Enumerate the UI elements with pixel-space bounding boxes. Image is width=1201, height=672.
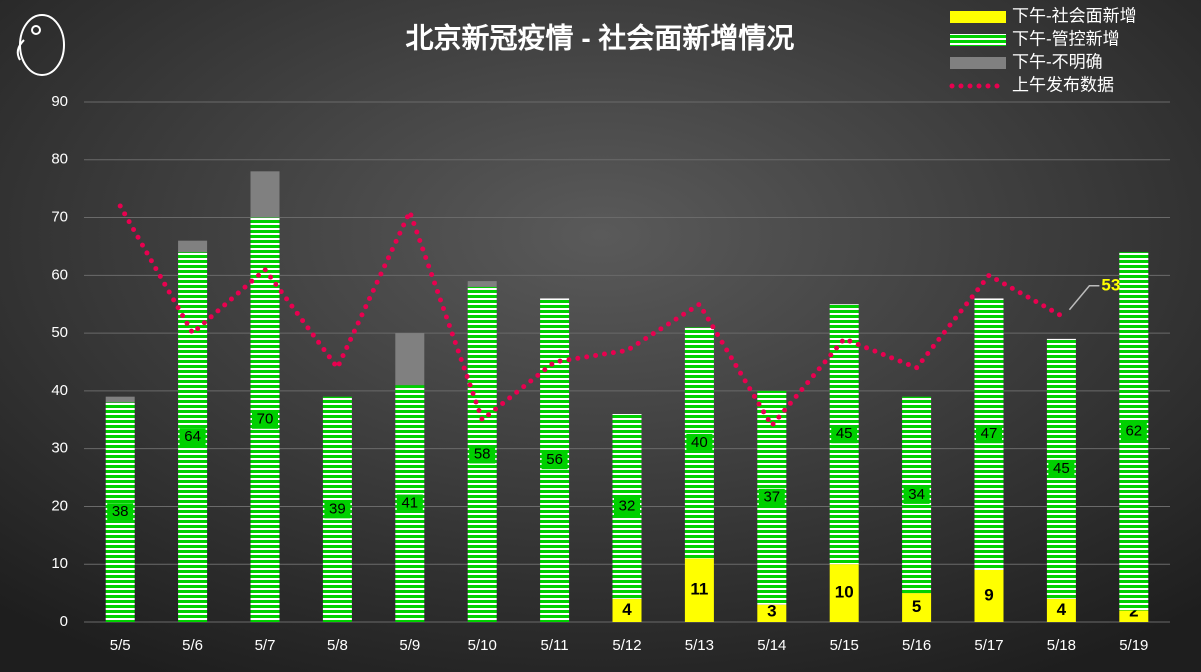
label-bg xyxy=(396,494,423,513)
label-bg xyxy=(686,433,713,452)
logo xyxy=(16,14,65,76)
x-tick-label: 5/15 xyxy=(830,637,859,654)
data-label: 56 xyxy=(546,451,563,468)
label-bg xyxy=(541,451,568,470)
label-bg xyxy=(107,503,134,522)
bar xyxy=(684,558,714,622)
y-tick-label: 80 xyxy=(51,151,68,168)
legend-swatch xyxy=(950,34,1006,46)
line xyxy=(117,203,1064,430)
bar xyxy=(395,333,425,386)
label-bg xyxy=(252,410,278,429)
data-label: 62 xyxy=(1125,422,1142,439)
data-label: 45 xyxy=(836,425,853,442)
data-label: 9 xyxy=(984,585,993,604)
label-bg xyxy=(758,488,785,507)
x-tick-label: 5/8 xyxy=(327,637,348,654)
legend-label: 上午发布数据 xyxy=(1012,75,1114,94)
y-tick-label: 90 xyxy=(51,93,68,110)
data-label: 53 xyxy=(1101,275,1120,294)
y-tick-label: 50 xyxy=(51,324,68,341)
x-tick-label: 5/17 xyxy=(974,637,1003,654)
y-tick-label: 30 xyxy=(51,440,68,457)
bar xyxy=(1046,598,1076,622)
data-label: 3 xyxy=(767,601,776,620)
chart-title: 北京新冠疫情 - 社会面新增情况 xyxy=(406,21,795,53)
data-label: 37 xyxy=(763,489,780,506)
bar xyxy=(105,396,135,403)
legend-label: 下午-社会面新增 xyxy=(1012,6,1137,25)
x-tick-label: 5/13 xyxy=(685,637,714,654)
x-tick-label: 5/6 xyxy=(182,637,203,654)
legend-label: 下午-管控新增 xyxy=(1012,29,1120,48)
data-label: 38 xyxy=(112,503,129,520)
label-bg xyxy=(324,500,351,519)
legend-label: 下午-不明确 xyxy=(1012,52,1103,71)
label-bg xyxy=(1120,422,1147,441)
label-bg xyxy=(976,425,1002,444)
data-label: 4 xyxy=(1057,600,1067,619)
label-bg xyxy=(831,425,858,444)
x-tick-label: 5/12 xyxy=(612,637,641,654)
x-tick-label: 5/18 xyxy=(1047,637,1076,654)
label-bg xyxy=(1048,459,1075,478)
data-label: 39 xyxy=(329,500,346,517)
y-tick-label: 70 xyxy=(51,209,68,226)
x-tick-label: 5/11 xyxy=(541,637,569,654)
data-label: 47 xyxy=(981,425,998,442)
label-bg xyxy=(903,485,930,504)
bar xyxy=(1119,610,1149,622)
x-tick-label: 5/5 xyxy=(110,637,131,654)
bar xyxy=(178,240,208,253)
data-label: 70 xyxy=(257,411,274,428)
legend-swatch xyxy=(950,57,1006,69)
callout xyxy=(1068,285,1100,311)
y-tick-label: 20 xyxy=(51,497,68,514)
data-label: 11 xyxy=(690,580,708,599)
x-tick-label: 5/10 xyxy=(468,637,497,654)
x-tick-label: 5/7 xyxy=(255,637,276,654)
data-label: 4 xyxy=(622,600,632,619)
bar xyxy=(612,598,642,622)
data-label: 32 xyxy=(619,497,636,514)
data-label: 58 xyxy=(474,445,491,462)
data-label: 34 xyxy=(908,486,925,503)
y-tick-label: 40 xyxy=(51,382,68,399)
label-bg xyxy=(614,497,640,516)
x-tick-label: 5/9 xyxy=(399,637,420,654)
label-bg xyxy=(179,428,206,447)
y-tick-label: 0 xyxy=(60,613,68,630)
data-label: 45 xyxy=(1053,460,1070,477)
label-bg xyxy=(469,445,496,464)
legend-swatch xyxy=(950,11,1006,23)
x-tick-label: 5/19 xyxy=(1119,637,1148,654)
bar xyxy=(829,564,859,622)
data-label: 5 xyxy=(912,597,921,616)
x-tick-label: 5/14 xyxy=(757,637,786,654)
data-label: 10 xyxy=(835,583,854,602)
bar xyxy=(250,171,280,218)
data-label: 41 xyxy=(401,495,418,512)
bar xyxy=(974,570,1004,622)
bar xyxy=(467,281,497,287)
data-label: 40 xyxy=(691,434,708,451)
data-label: 2 xyxy=(1129,601,1138,620)
bar xyxy=(757,604,787,622)
data-label: 64 xyxy=(184,428,201,445)
bar xyxy=(902,593,932,622)
y-tick-label: 10 xyxy=(51,555,68,572)
x-tick-label: 5/16 xyxy=(902,637,931,654)
y-tick-label: 60 xyxy=(51,266,68,283)
